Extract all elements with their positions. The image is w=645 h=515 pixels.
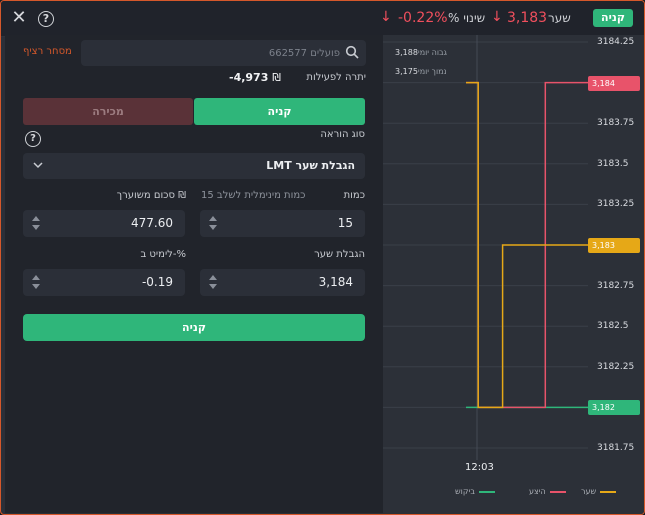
last-value-tag: 3,183	[588, 238, 640, 253]
legend-swatch	[478, 490, 495, 493]
help-icon[interactable]: ?	[38, 11, 54, 27]
y-tick-label: 3182.25	[597, 361, 635, 372]
price-chart: גבוה יומי3,188 נמוך יומי3,175 3184.25 318…	[383, 35, 644, 514]
y-tick-label: 3183.75	[597, 118, 635, 129]
series-line	[466, 81, 588, 409]
y-tick-label: 3183.25	[597, 199, 635, 210]
chart-canvas	[383, 35, 588, 460]
close-icon[interactable]: ✕	[11, 7, 27, 28]
min-quantity-label: כמות מינימלית לשלב 15	[201, 190, 306, 201]
search-icon	[345, 45, 359, 59]
estimated-amount-label: סכום משוערך ₪	[116, 190, 186, 201]
last-value-tag: 3,184	[588, 75, 640, 91]
x-tick-label: 12:03	[465, 462, 494, 473]
estimated-amount-field[interactable]: 477.60	[23, 210, 185, 237]
top-bar: ✕ ? ↓ -0.22% % שינוי ↓ 3,183 שער קניה	[1, 1, 644, 37]
order-type-select[interactable]: LMT הגבלת שער	[23, 153, 365, 179]
y-tick-label: 3181.75	[597, 443, 635, 453]
quantity-label: כמות	[343, 190, 365, 201]
legend-swatch	[600, 490, 617, 493]
legend-item-price[interactable]: שער	[581, 487, 617, 496]
legend-label: ביקוש	[455, 487, 475, 496]
sell-tab[interactable]: מכירה	[23, 98, 193, 125]
change-value: -0.22%	[398, 10, 448, 26]
balance-label: יתרה לפעילות	[306, 72, 366, 83]
quantity-field[interactable]: 15	[200, 210, 365, 237]
chevron-down-icon	[33, 162, 43, 169]
last-value-tag: 3,182	[588, 400, 640, 416]
limit-price-label: הגבלת שער	[314, 249, 365, 260]
legend-item-bid[interactable]: ביקוש	[455, 487, 495, 496]
balance-value: -4,973 ₪	[229, 71, 283, 84]
search-input[interactable]	[110, 40, 340, 66]
y-tick-label: 3183.5	[597, 158, 629, 169]
balance-currency: ₪	[272, 71, 281, 84]
day-low-label: נמוך יומי	[417, 67, 447, 76]
balance-value-number: -4,973	[229, 71, 269, 84]
buy-button[interactable]: קניה	[593, 9, 633, 27]
price-label: שער	[548, 11, 571, 25]
order-panel: מסחר רציף יתרה לפעילות -4,973 ₪ מכירה קנ…	[5, 35, 383, 513]
change-label: % שינוי	[448, 11, 486, 25]
submit-buy-button[interactable]: קניה	[23, 314, 365, 341]
legend-label: היצע	[529, 487, 546, 496]
y-tick-label: 3182.75	[597, 280, 635, 291]
price-value: 3,183	[507, 10, 548, 26]
day-high-label: גבוה יומי	[417, 48, 447, 57]
order-type-value: LMT הגבלת שער	[266, 159, 355, 172]
estimated-amount-value: 477.60	[131, 216, 173, 230]
limit-price-field[interactable]: 3,184	[200, 269, 365, 296]
limit-price-stepper[interactable]	[208, 274, 218, 292]
limit-percent-stepper[interactable]	[31, 274, 41, 292]
day-low-value: 3,175	[395, 67, 418, 76]
continuous-trading-label: מסחר רציף	[23, 46, 72, 57]
help-icon[interactable]: ?	[25, 131, 41, 147]
quantity-value: 15	[337, 216, 353, 230]
buy-tab[interactable]: קניה	[194, 98, 365, 125]
day-high: גבוה יומי3,188	[395, 48, 450, 57]
y-tick-label: 3184.25	[597, 37, 635, 47]
limit-percent-value: -0.19	[141, 275, 173, 289]
order-type-label: סוג הוראה	[320, 129, 365, 140]
day-low: נמוך יומי3,175	[395, 67, 450, 76]
arrow-down-icon: ↓	[380, 9, 392, 25]
limit-percent-field[interactable]: -0.19	[23, 269, 185, 296]
legend-label: שער	[581, 487, 597, 496]
limit-percent-label: לימיט ב-%	[140, 249, 186, 260]
legend-item-ask[interactable]: היצע	[529, 487, 566, 496]
arrow-down-icon: ↓	[491, 9, 503, 25]
security-search[interactable]	[81, 40, 366, 66]
limit-price-value: 3,184	[318, 275, 353, 289]
quantity-stepper[interactable]	[208, 215, 218, 233]
day-high-value: 3,188	[395, 48, 418, 57]
legend-swatch	[549, 490, 566, 493]
amount-stepper[interactable]	[31, 215, 41, 233]
y-tick-label: 3182.5	[597, 321, 629, 332]
